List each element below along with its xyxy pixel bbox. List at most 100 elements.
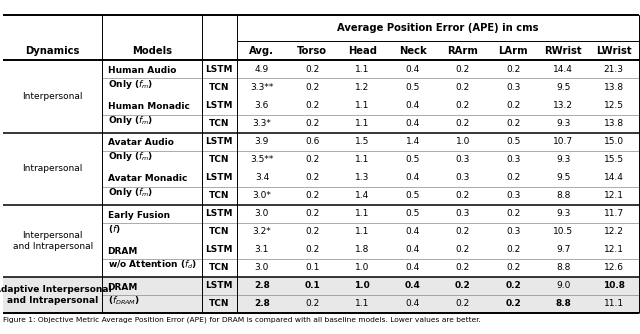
Text: 3.3*: 3.3*	[253, 119, 271, 128]
Text: DRAM
($f_{DRAM}$): DRAM ($f_{DRAM}$)	[108, 283, 140, 307]
Text: LSTM: LSTM	[205, 65, 233, 74]
Text: 0.3: 0.3	[506, 155, 520, 164]
Text: 21.3: 21.3	[604, 65, 623, 74]
Text: 0.2: 0.2	[305, 119, 319, 128]
Text: 0.5: 0.5	[506, 137, 520, 146]
Text: 0.2: 0.2	[305, 101, 319, 110]
Text: 0.2: 0.2	[456, 300, 470, 308]
Text: 0.2: 0.2	[305, 227, 319, 236]
Text: 0.2: 0.2	[456, 227, 470, 236]
Text: 12.2: 12.2	[604, 227, 623, 236]
Text: 8.8: 8.8	[556, 300, 572, 308]
Text: 0.4: 0.4	[404, 282, 420, 290]
Text: 3.0*: 3.0*	[253, 191, 271, 200]
Text: 3.3**: 3.3**	[250, 83, 274, 92]
Text: LSTM: LSTM	[205, 101, 233, 110]
Text: 0.3: 0.3	[506, 191, 520, 200]
Text: 15.5: 15.5	[604, 155, 623, 164]
Text: 9.0: 9.0	[556, 282, 570, 290]
Text: LWrist: LWrist	[596, 46, 632, 56]
Text: 0.3: 0.3	[456, 155, 470, 164]
Text: 0.4: 0.4	[406, 101, 420, 110]
Text: 0.3: 0.3	[506, 83, 520, 92]
Text: 2.8: 2.8	[254, 282, 270, 290]
Text: 0.2: 0.2	[506, 101, 520, 110]
Text: 0.2: 0.2	[305, 245, 319, 254]
Text: 0.5: 0.5	[406, 209, 420, 218]
Text: 0.2: 0.2	[506, 65, 520, 74]
Text: Interpersonal
and Intrapersonal: Interpersonal and Intrapersonal	[13, 231, 93, 251]
Text: 0.5: 0.5	[406, 191, 420, 200]
Text: 0.4: 0.4	[406, 119, 420, 128]
Text: 0.2: 0.2	[506, 173, 520, 182]
Text: 12.1: 12.1	[604, 245, 623, 254]
Text: TCN: TCN	[209, 119, 230, 128]
Text: 1.1: 1.1	[355, 101, 369, 110]
Text: 0.2: 0.2	[305, 191, 319, 200]
Text: TCN: TCN	[209, 155, 230, 164]
Text: 1.1: 1.1	[355, 300, 369, 308]
Text: 12.5: 12.5	[604, 101, 623, 110]
Text: Avatar Audio
Only ($f_m$): Avatar Audio Only ($f_m$)	[108, 138, 173, 163]
Text: 1.1: 1.1	[355, 209, 369, 218]
Text: 9.7: 9.7	[556, 245, 570, 254]
Text: 9.3: 9.3	[556, 209, 570, 218]
Text: 1.1: 1.1	[355, 119, 369, 128]
Text: 12.6: 12.6	[604, 264, 623, 272]
Text: LSTM: LSTM	[205, 173, 233, 182]
Text: 2.8: 2.8	[254, 300, 270, 308]
Text: 0.2: 0.2	[455, 282, 471, 290]
Text: 0.2: 0.2	[305, 65, 319, 74]
Text: 12.1: 12.1	[604, 191, 623, 200]
Text: 0.5: 0.5	[406, 155, 420, 164]
Text: 0.2: 0.2	[456, 191, 470, 200]
Text: 1.1: 1.1	[355, 155, 369, 164]
Text: 1.2: 1.2	[355, 83, 369, 92]
Text: 1.0: 1.0	[456, 137, 470, 146]
Text: 1.4: 1.4	[406, 137, 420, 146]
Text: 9.3: 9.3	[556, 119, 570, 128]
Text: 3.9: 3.9	[255, 137, 269, 146]
Text: 3.6: 3.6	[255, 101, 269, 110]
Text: LSTM: LSTM	[205, 282, 233, 290]
Text: RArm: RArm	[447, 46, 478, 56]
Text: TCN: TCN	[209, 83, 230, 92]
Text: 0.6: 0.6	[305, 137, 319, 146]
Text: 10.5: 10.5	[554, 227, 573, 236]
Text: Avatar Monadic
Only ($f_m$): Avatar Monadic Only ($f_m$)	[108, 174, 187, 199]
Text: TCN: TCN	[209, 227, 230, 236]
Text: RWrist: RWrist	[545, 46, 582, 56]
Text: 0.1: 0.1	[304, 282, 320, 290]
Text: 1.0: 1.0	[355, 282, 371, 290]
Text: 10.8: 10.8	[603, 282, 625, 290]
Text: 14.4: 14.4	[554, 65, 573, 74]
Text: 0.1: 0.1	[305, 264, 319, 272]
Text: 0.2: 0.2	[305, 209, 319, 218]
Text: 11.1: 11.1	[604, 300, 623, 308]
Text: 0.2: 0.2	[456, 83, 470, 92]
Text: 0.3: 0.3	[456, 173, 470, 182]
Text: 0.2: 0.2	[456, 65, 470, 74]
Text: 0.2: 0.2	[305, 173, 319, 182]
Text: 3.1: 3.1	[255, 245, 269, 254]
Text: 0.3: 0.3	[506, 227, 520, 236]
Text: 1.4: 1.4	[355, 191, 369, 200]
Text: 8.8: 8.8	[556, 191, 570, 200]
Text: 0.2: 0.2	[506, 245, 520, 254]
Text: DRAM
w/o Attention ($f_d$): DRAM w/o Attention ($f_d$)	[108, 247, 196, 271]
Text: 0.2: 0.2	[506, 119, 520, 128]
Text: 10.7: 10.7	[554, 137, 573, 146]
Text: 0.4: 0.4	[406, 245, 420, 254]
Text: 3.5**: 3.5**	[250, 155, 274, 164]
Text: Dynamics: Dynamics	[26, 46, 80, 56]
Text: 0.2: 0.2	[505, 282, 521, 290]
Text: TCN: TCN	[209, 264, 230, 272]
Text: LSTM: LSTM	[205, 245, 233, 254]
Text: 14.4: 14.4	[604, 173, 623, 182]
Text: 0.4: 0.4	[406, 264, 420, 272]
Text: Interpersonal: Interpersonal	[22, 92, 83, 101]
Text: 1.3: 1.3	[355, 173, 369, 182]
Text: 3.2*: 3.2*	[253, 227, 271, 236]
Text: 3.4: 3.4	[255, 173, 269, 182]
Text: Human Monadic
Only ($f_m$): Human Monadic Only ($f_m$)	[108, 102, 189, 127]
